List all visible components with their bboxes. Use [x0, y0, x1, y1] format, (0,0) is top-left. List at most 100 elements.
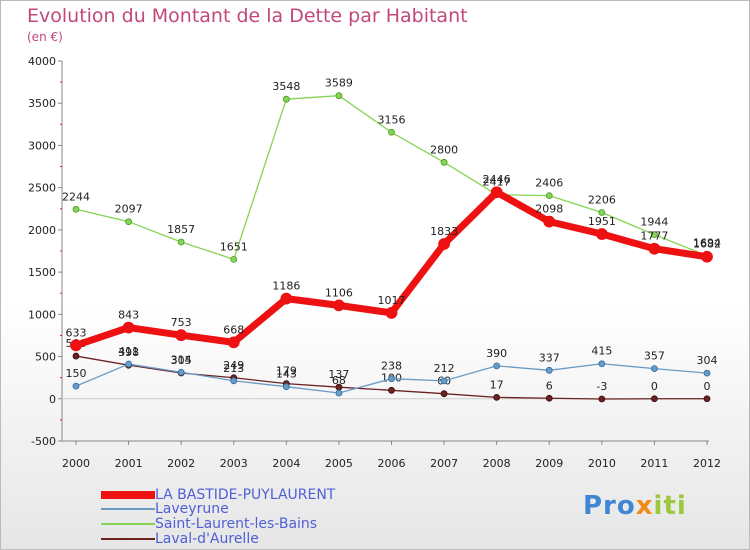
data-label-laval: 0	[704, 380, 711, 393]
data-point-laveyrune	[493, 362, 501, 370]
data-label-bastide: 753	[171, 316, 192, 329]
data-label-laval: -3	[596, 380, 607, 393]
data-label-laval: 305	[171, 354, 192, 367]
legend-label-saint-laurent: Saint-Laurent-les-Bains	[155, 516, 318, 532]
data-label-saint_laurent: 2244	[62, 190, 90, 203]
x-tick-label: 2009	[535, 457, 563, 470]
data-point-laveyrune	[651, 365, 658, 373]
data-label-bastide: 1186	[272, 280, 300, 293]
data-label-bastide: 1682	[693, 238, 721, 251]
x-tick-label: 2007	[430, 457, 458, 470]
y-tick-label: 500	[35, 351, 56, 364]
data-point-laval	[651, 395, 658, 403]
data-label-bastide: 2098	[535, 203, 563, 216]
data-label-laval: 179	[276, 365, 297, 378]
x-tick-label: 2001	[115, 457, 143, 470]
data-point-saint_laurent	[72, 205, 80, 213]
data-point-saint_laurent	[388, 128, 395, 136]
data-point-laveyrune	[177, 368, 185, 376]
data-label-bastide: 1951	[588, 215, 616, 228]
legend-label-laveyrune: Laveyrune	[155, 501, 229, 517]
data-label-laval: 6	[546, 379, 553, 392]
data-point-saint_laurent	[177, 238, 185, 246]
data-label-laval: 17	[490, 378, 504, 391]
data-point-laveyrune	[282, 383, 290, 391]
data-point-bastide	[490, 186, 503, 199]
data-label-laveyrune: 150	[66, 367, 87, 380]
legend-item-bastide: LA BASTIDE-PUYLAURENT	[101, 487, 381, 503]
data-label-saint_laurent: 3156	[378, 113, 406, 126]
y-tick-label: -500	[31, 435, 56, 448]
data-point-saint_laurent	[545, 192, 553, 200]
data-point-saint_laurent	[282, 95, 290, 103]
data-label-laval: 137	[328, 368, 349, 381]
x-tick-label: 2006	[378, 457, 406, 470]
legend-item-laveyrune: Laveyrune	[101, 501, 381, 517]
data-point-laval	[703, 395, 711, 403]
chart-title: Evolution du Montant de la Dette par Hab…	[27, 5, 468, 27]
y-tick-label: 0	[49, 393, 56, 406]
data-label-laveyrune: 213	[223, 362, 244, 375]
data-label-bastide: 2446	[483, 173, 511, 186]
data-point-laval	[72, 352, 80, 360]
data-point-saint_laurent	[335, 92, 343, 100]
data-point-laveyrune	[335, 389, 343, 397]
data-point-bastide	[280, 292, 293, 305]
data-label-saint_laurent: 1857	[167, 223, 195, 236]
data-label-saint_laurent: 2406	[535, 177, 563, 190]
data-label-laveyrune: 415	[591, 345, 612, 358]
data-point-laval	[388, 386, 395, 394]
data-point-laveyrune	[703, 369, 711, 377]
legend-item-laval: Laval-d'Aurelle	[101, 531, 381, 547]
data-point-saint_laurent	[125, 218, 132, 226]
data-point-laveyrune	[125, 360, 132, 368]
data-label-laval: 249	[223, 359, 244, 372]
data-point-laveyrune	[388, 375, 395, 383]
data-label-saint_laurent: 1944	[640, 216, 668, 229]
data-point-saint_laurent	[440, 158, 448, 166]
data-point-bastide	[227, 336, 240, 349]
data-point-bastide	[70, 339, 82, 352]
data-label-bastide: 1777	[640, 230, 668, 243]
data-point-laveyrune	[545, 366, 553, 374]
data-label-bastide: 1017	[378, 294, 406, 307]
data-label-bastide: 668	[223, 323, 244, 336]
data-point-laval	[493, 393, 501, 401]
x-tick-label: 2000	[62, 457, 90, 470]
data-label-saint_laurent: 2417	[483, 176, 511, 189]
y-tick-label: 3000	[28, 139, 56, 152]
data-label-saint_laurent: 3589	[325, 77, 353, 90]
data-label-bastide: 1833	[430, 225, 458, 238]
data-point-laveyrune	[598, 360, 606, 368]
data-label-bastide: 633	[66, 326, 87, 339]
data-label-laval: 398	[118, 346, 139, 359]
x-tick-label: 2011	[640, 457, 668, 470]
data-point-bastide	[122, 321, 135, 334]
data-point-saint_laurent	[651, 231, 658, 239]
data-label-laveyrune: 238	[381, 360, 402, 373]
legend-swatch-laval	[101, 538, 155, 540]
data-point-bastide	[175, 329, 188, 342]
data-label-laveyrune: 314	[171, 353, 192, 366]
data-label-saint_laurent: 1694	[693, 237, 721, 250]
data-point-saint_laurent	[230, 255, 238, 263]
data-point-laval	[545, 394, 553, 402]
data-label-saint_laurent: 2206	[588, 193, 616, 206]
data-point-bastide	[595, 228, 608, 240]
data-label-saint_laurent: 2097	[115, 203, 143, 216]
data-label-laveyrune: 143	[276, 368, 297, 381]
chart-subtitle: (en €)	[27, 30, 63, 44]
x-tick-label: 2002	[167, 457, 195, 470]
data-label-laveyrune: 411	[118, 345, 139, 358]
data-point-laveyrune	[72, 382, 80, 390]
y-tick-label: 2000	[28, 224, 56, 237]
data-point-bastide	[701, 250, 713, 263]
data-point-bastide	[648, 242, 661, 255]
data-label-saint_laurent: 3548	[272, 80, 300, 93]
data-label-laveyrune: 68	[332, 374, 346, 387]
legend-item-saint-laurent: Saint-Laurent-les-Bains	[101, 516, 381, 532]
data-label-saint_laurent: 1651	[220, 240, 248, 253]
data-point-bastide	[543, 215, 556, 228]
x-tick-label: 2010	[588, 457, 616, 470]
